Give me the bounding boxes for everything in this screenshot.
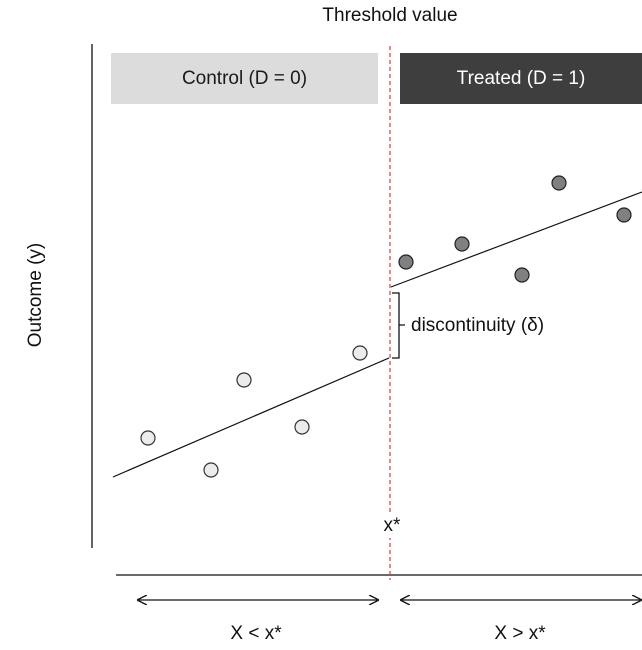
control-point [236, 372, 252, 388]
treated-point [514, 267, 530, 283]
control-group-label: Control (D = 0) [181, 67, 308, 89]
treated-points [398, 175, 632, 283]
control-group-box: Control (D = 0) [111, 53, 378, 104]
treated-point [616, 207, 632, 223]
control-point [140, 430, 156, 446]
control-point [203, 462, 219, 478]
control-points [140, 345, 368, 478]
treated-point [551, 175, 567, 191]
discontinuity-label: discontinuity (δ) [411, 315, 545, 336]
discontinuity-bracket [392, 292, 405, 359]
control-point [352, 345, 368, 361]
control-regression-line [112, 357, 390, 478]
treated-point [398, 254, 414, 270]
threshold-title: Threshold value [322, 5, 458, 26]
left-range-label: X < x* [230, 623, 282, 644]
treated-group-label: Treated (D = 1) [456, 67, 586, 89]
treated-regression-line [390, 191, 642, 288]
cutoff-label: x* [372, 514, 412, 538]
right-range-label: X > x* [494, 623, 546, 644]
treated-point [454, 236, 470, 252]
control-point [294, 419, 310, 435]
treated-group-box: Treated (D = 1) [400, 53, 642, 104]
